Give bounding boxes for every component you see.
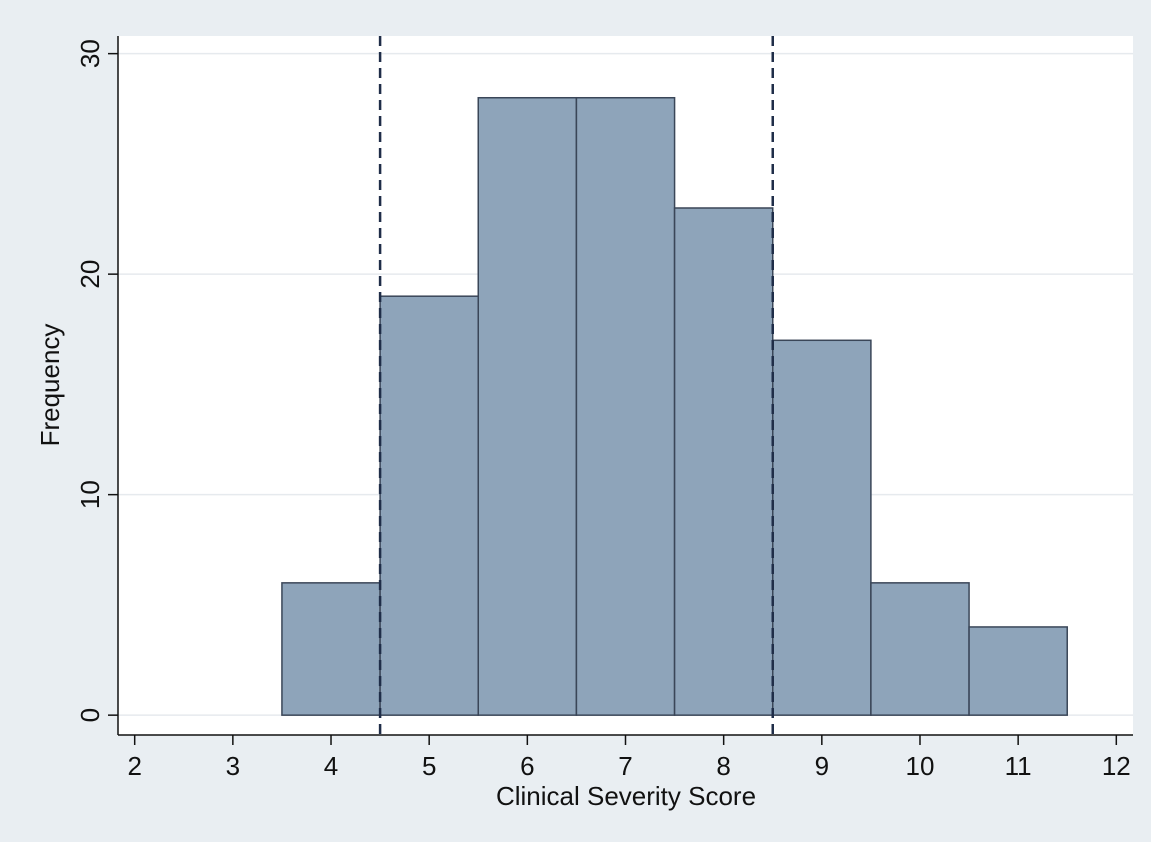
x-axis-title: Clinical Severity Score bbox=[496, 781, 756, 811]
x-tick-label: 6 bbox=[520, 751, 534, 781]
bar bbox=[379, 295, 480, 716]
x-tick-label: 4 bbox=[324, 751, 338, 781]
bar bbox=[477, 96, 578, 716]
x-tick-label: 8 bbox=[716, 751, 730, 781]
y-tick-label: 30 bbox=[75, 39, 105, 68]
bar bbox=[575, 96, 676, 716]
bar bbox=[870, 582, 970, 716]
bar bbox=[673, 207, 774, 716]
x-tick-label: 10 bbox=[906, 751, 935, 781]
x-tick-label: 5 bbox=[422, 751, 436, 781]
y-axis-title: Frequency bbox=[35, 324, 65, 447]
x-tick-label: 7 bbox=[618, 751, 632, 781]
bar bbox=[968, 626, 1068, 716]
bar bbox=[281, 582, 381, 716]
x-tick-label: 12 bbox=[1102, 751, 1131, 781]
bar bbox=[771, 339, 872, 716]
x-tick-label: 11 bbox=[1005, 751, 1032, 781]
x-tick-label: 3 bbox=[226, 751, 240, 781]
x-tick-label: 2 bbox=[127, 751, 141, 781]
y-tick-label: 10 bbox=[75, 480, 105, 509]
x-tick-label: 9 bbox=[815, 751, 829, 781]
y-tick-label: 0 bbox=[75, 708, 105, 722]
y-tick-label: 20 bbox=[75, 260, 105, 289]
